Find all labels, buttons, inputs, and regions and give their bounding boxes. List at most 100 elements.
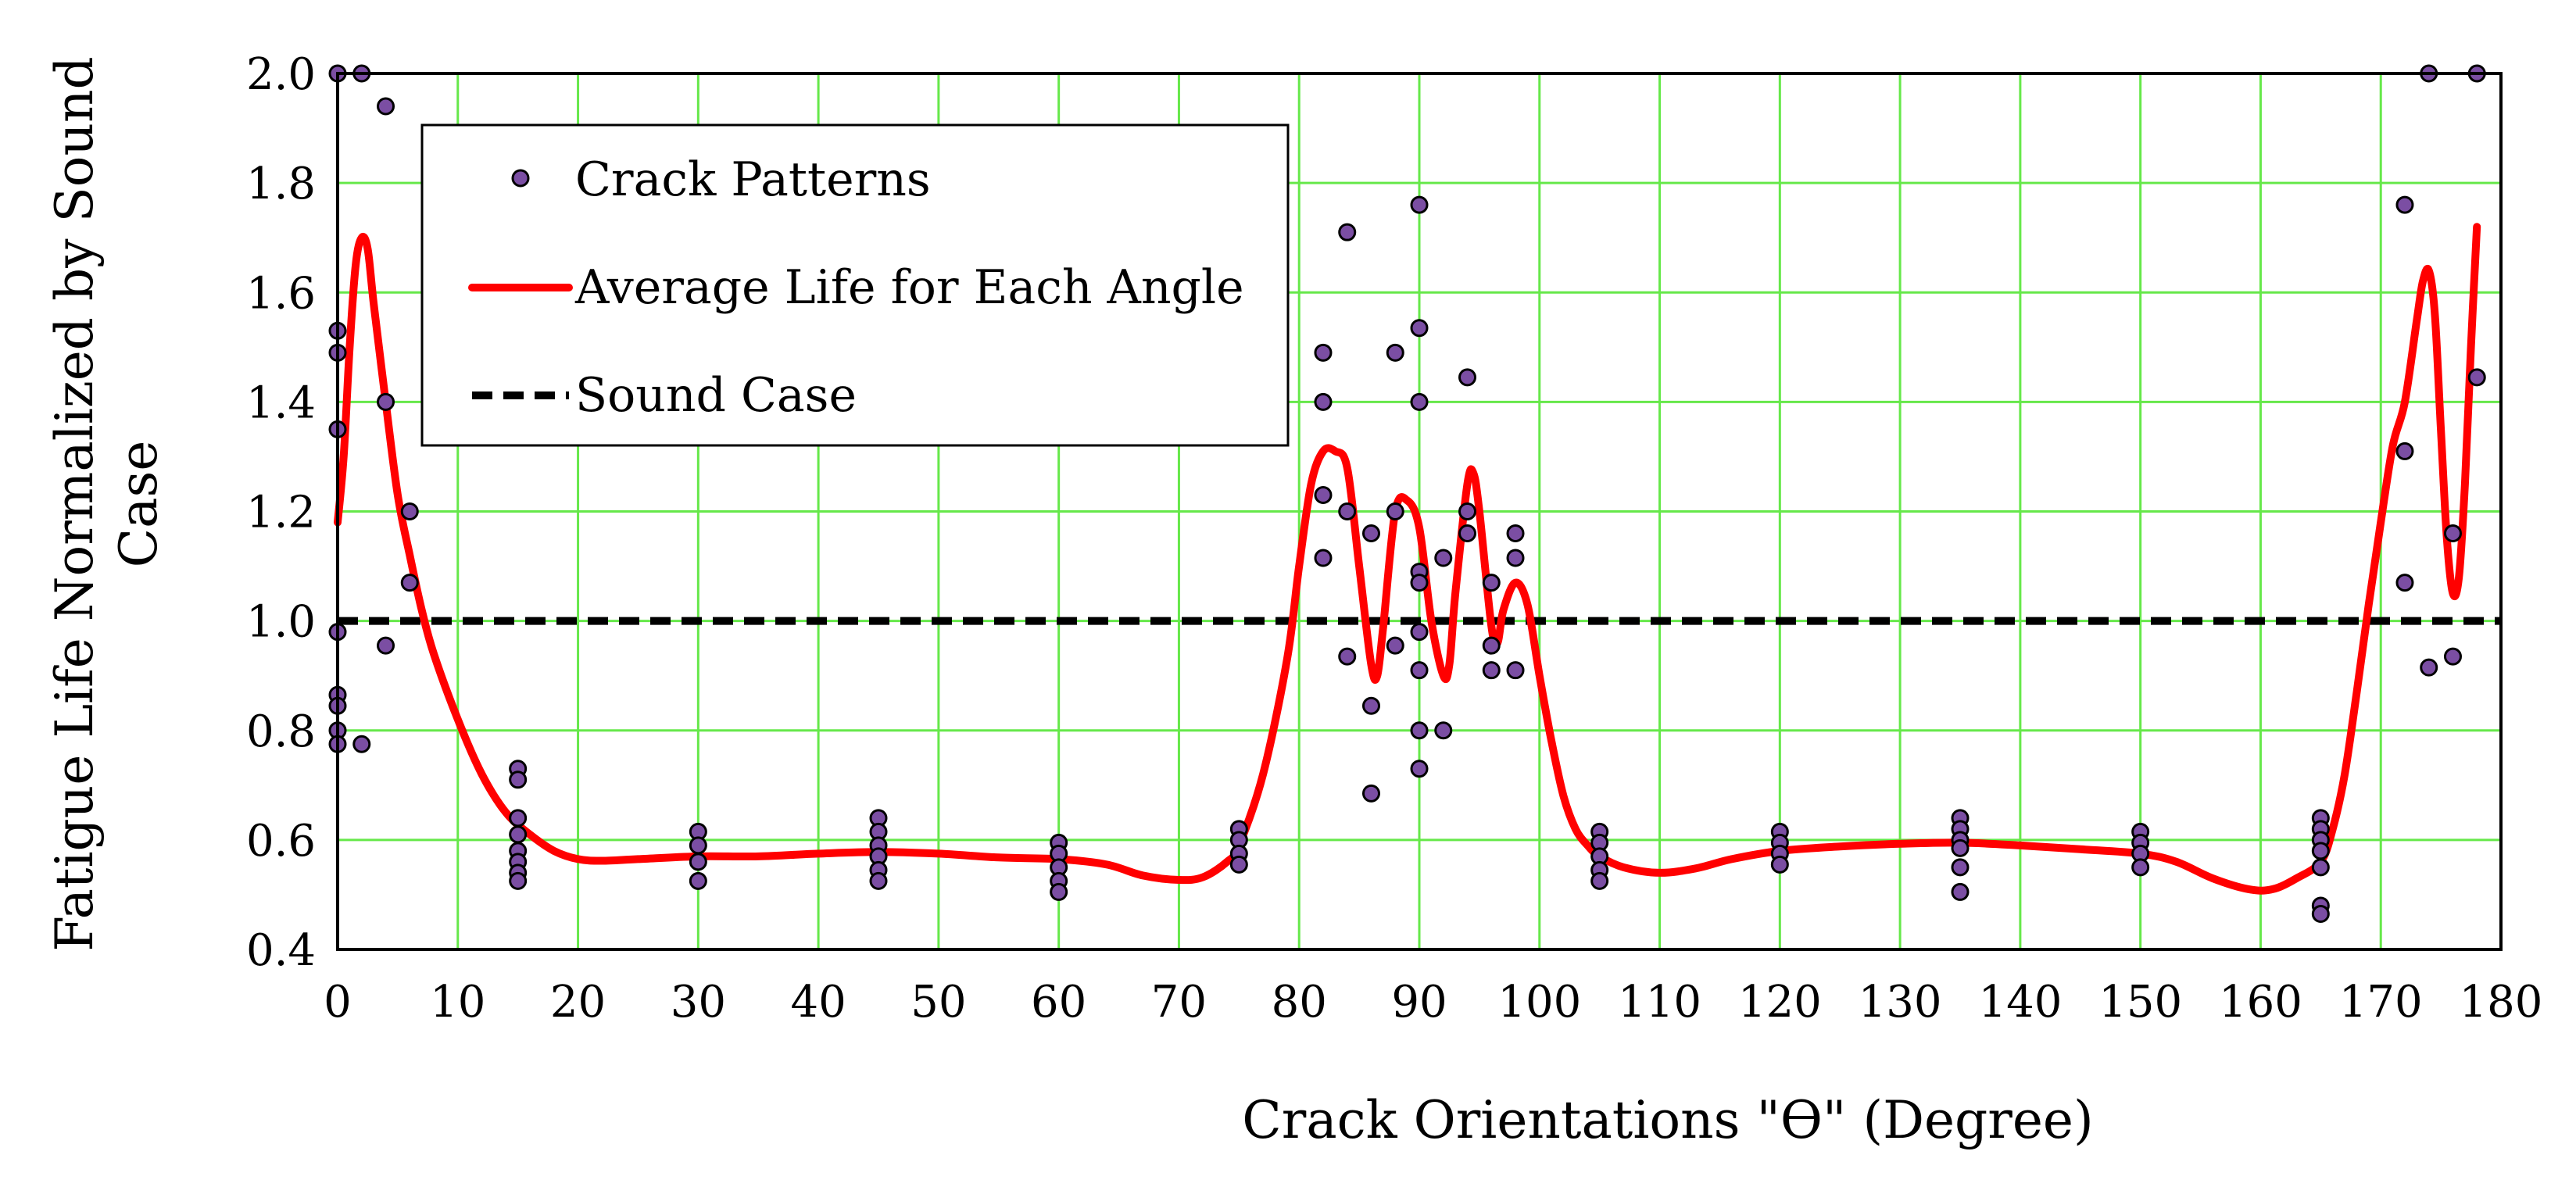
legend: Crack Patterns Average Life for Each Ang… bbox=[420, 123, 1290, 447]
crack-pattern-point bbox=[1434, 721, 1453, 740]
crack-pattern-point bbox=[1361, 524, 1380, 543]
crack-pattern-point bbox=[1506, 661, 1525, 680]
crack-pattern-point bbox=[1482, 574, 1501, 592]
crack-pattern-point bbox=[1482, 636, 1501, 655]
crack-pattern-point bbox=[2420, 658, 2438, 677]
crack-pattern-point bbox=[1410, 574, 1429, 592]
crack-pattern-point bbox=[509, 809, 528, 828]
crack-pattern-point bbox=[1951, 858, 1970, 877]
crack-pattern-point bbox=[2395, 574, 2414, 592]
x-tick-label: 110 bbox=[1618, 977, 1701, 1028]
crack-pattern-point bbox=[1410, 661, 1429, 680]
y-tick-label: 1.8 bbox=[246, 159, 316, 209]
crack-pattern-point bbox=[2131, 858, 2150, 877]
crack-pattern-point bbox=[2467, 368, 2486, 387]
x-tick-label: 140 bbox=[1978, 977, 2062, 1028]
crack-pattern-point bbox=[377, 97, 395, 116]
crack-pattern-point bbox=[1590, 871, 1609, 890]
plot-frame bbox=[336, 72, 2503, 951]
y-tick-label: 0.4 bbox=[246, 925, 316, 976]
x-tick-label: 70 bbox=[1151, 977, 1207, 1028]
crack-pattern-point bbox=[2311, 842, 2330, 860]
crack-pattern-point bbox=[1314, 392, 1333, 411]
crack-pattern-point bbox=[1506, 524, 1525, 543]
crack-pattern-point bbox=[2443, 524, 2462, 543]
y-tick-label: 1.4 bbox=[246, 377, 316, 428]
y-tick-label: 1.0 bbox=[246, 597, 316, 648]
crack-pattern-point bbox=[1410, 760, 1429, 778]
crack-pattern-point bbox=[2311, 904, 2330, 923]
crack-pattern-point bbox=[1458, 368, 1477, 387]
x-tick-labels: 0 10 20 30 40 50 60 70 80 90 100 110 120 130 140 150 160… bbox=[324, 977, 2542, 1028]
crack-pattern-point bbox=[2443, 647, 2462, 666]
crack-pattern-point bbox=[1229, 855, 1248, 874]
y-axis-title: Fatigue Life Normalized by Sound Case bbox=[45, 56, 169, 951]
crack-pattern-point bbox=[1314, 343, 1333, 362]
crack-pattern-point bbox=[1951, 882, 1970, 901]
crack-pattern-point bbox=[689, 871, 707, 890]
y-axis-title-line2: Case bbox=[109, 441, 169, 568]
x-tick-label: 20 bbox=[550, 977, 606, 1028]
crack-pattern-points bbox=[328, 64, 2486, 923]
crack-pattern-point bbox=[1410, 319, 1429, 338]
legend-label-sound-case: Sound Case bbox=[575, 368, 857, 423]
crack-pattern-point bbox=[1386, 636, 1404, 655]
crack-pattern-point bbox=[377, 636, 395, 655]
x-tick-label: 30 bbox=[671, 977, 726, 1028]
crack-pattern-point bbox=[1386, 343, 1404, 362]
average-life-curve bbox=[334, 223, 2481, 895]
crack-pattern-point bbox=[509, 770, 528, 789]
legend-label-crack-patterns: Crack Patterns bbox=[575, 152, 931, 207]
crack-pattern-point bbox=[400, 574, 419, 592]
crack-pattern-point bbox=[689, 853, 707, 871]
crack-pattern-point bbox=[1410, 195, 1429, 214]
crack-pattern-point bbox=[352, 735, 371, 753]
x-tick-label: 150 bbox=[2098, 977, 2182, 1028]
crack-pattern-point bbox=[1770, 855, 1789, 874]
y-tick-labels: 0.4 0.6 0.8 1.0 1.2 1.4 1.6 1.8 2.0 bbox=[246, 49, 316, 976]
crack-pattern-point bbox=[1410, 721, 1429, 740]
crack-pattern-point bbox=[1506, 549, 1525, 567]
crack-pattern-point bbox=[689, 836, 707, 855]
x-tick-label: 60 bbox=[1031, 977, 1086, 1028]
crack-pattern-point bbox=[1338, 502, 1357, 520]
x-tick-label: 130 bbox=[1859, 977, 1942, 1028]
x-tick-label: 40 bbox=[790, 977, 846, 1028]
x-axis-title: Crack Orientations "ϴ" (Degree) bbox=[1242, 1090, 2093, 1150]
crack-pattern-point bbox=[1050, 882, 1068, 901]
crack-pattern-point bbox=[1314, 549, 1333, 567]
x-tick-label: 80 bbox=[1272, 977, 1327, 1028]
y-tick-label: 1.2 bbox=[246, 488, 316, 538]
crack-pattern-point bbox=[1482, 661, 1501, 680]
y-tick-label: 2.0 bbox=[246, 49, 316, 100]
x-tick-label: 120 bbox=[1738, 977, 1822, 1028]
x-tick-label: 180 bbox=[2460, 977, 2543, 1028]
crack-pattern-point bbox=[1314, 485, 1333, 504]
crack-pattern-point bbox=[1410, 392, 1429, 411]
legend-label-average-life: Average Life for Each Angle bbox=[574, 260, 1244, 315]
x-tick-label: 90 bbox=[1391, 977, 1447, 1028]
crack-pattern-point bbox=[400, 502, 419, 520]
y-tick-label: 0.6 bbox=[246, 816, 316, 867]
crack-pattern-point bbox=[869, 871, 888, 890]
x-tick-label: 50 bbox=[911, 977, 966, 1028]
crack-pattern-point bbox=[2395, 442, 2414, 460]
crack-pattern-point bbox=[1361, 696, 1380, 715]
x-tick-label: 100 bbox=[1497, 977, 1581, 1028]
crack-pattern-point bbox=[1361, 784, 1380, 803]
average-life-line bbox=[334, 223, 2481, 895]
crack-pattern-point bbox=[377, 392, 395, 411]
y-tick-label: 1.6 bbox=[246, 268, 316, 319]
crack-pattern-point bbox=[1338, 647, 1357, 666]
crack-pattern-point bbox=[2395, 195, 2414, 214]
crack-pattern-point bbox=[1410, 623, 1429, 642]
crack-pattern-point bbox=[1338, 223, 1357, 241]
crack-pattern-point bbox=[1386, 502, 1404, 520]
crack-pattern-point bbox=[1458, 502, 1477, 520]
y-axis-title-line1: Fatigue Life Normalized by Sound bbox=[45, 56, 105, 951]
legend-marker-crack-patterns bbox=[511, 169, 530, 188]
crack-pattern-point bbox=[509, 871, 528, 890]
crack-pattern-point bbox=[1458, 524, 1477, 543]
x-tick-label: 160 bbox=[2219, 977, 2302, 1028]
